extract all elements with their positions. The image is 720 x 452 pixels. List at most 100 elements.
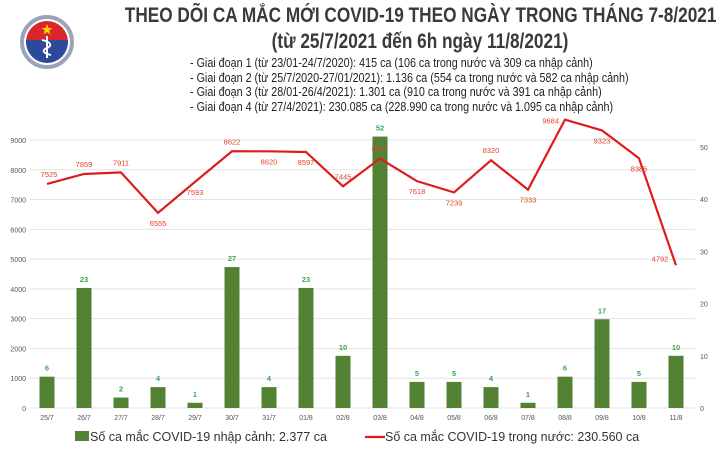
bar-data-label: 10 bbox=[672, 343, 680, 352]
x-axis-tick: 06/8 bbox=[484, 415, 498, 422]
right-axis-tick: 40 bbox=[700, 197, 708, 204]
ministry-of-health-logo bbox=[20, 10, 76, 72]
bar bbox=[113, 397, 129, 408]
chart-title: THEO DÕI CA MẮC MỚI COVID-19 THEO NGÀY T… bbox=[124, 4, 717, 27]
bar-data-label: 5 bbox=[637, 369, 641, 378]
phase-note: - Giai đoạn 2 (từ 25/7/2020-27/01/2021):… bbox=[190, 70, 629, 85]
bar-data-label: 6 bbox=[45, 364, 49, 373]
x-axis-tick: 11/8 bbox=[669, 415, 682, 422]
line-data-label: 8320 bbox=[483, 146, 500, 155]
phase-note: - Giai đoạn 4 (từ 27/4/2021): 230.085 ca… bbox=[190, 99, 614, 114]
bar bbox=[187, 402, 203, 408]
bar bbox=[224, 267, 240, 408]
bar bbox=[372, 136, 388, 408]
bar-data-label: 5 bbox=[415, 369, 419, 378]
line-data-label: 9323 bbox=[594, 136, 611, 145]
x-axis-tick: 30/7 bbox=[225, 415, 239, 422]
right-axis-tick: 10 bbox=[700, 354, 708, 361]
bar bbox=[446, 381, 462, 408]
bar bbox=[483, 387, 499, 408]
left-axis-tick: 9000 bbox=[10, 138, 26, 145]
phase-note: - Giai đoạn 3 (từ 28/01-26/4/2021): 1.30… bbox=[190, 85, 602, 100]
right-axis-tick: 30 bbox=[700, 249, 708, 256]
line-data-label: 7525 bbox=[41, 170, 58, 179]
line-data-label: 8597 bbox=[298, 158, 315, 167]
bar bbox=[261, 387, 277, 408]
bar-data-label: 4 bbox=[267, 374, 272, 383]
line-data-label: 7859 bbox=[76, 160, 93, 169]
x-axis-tick: 08/8 bbox=[558, 415, 572, 422]
bar-data-label: 1 bbox=[193, 390, 197, 399]
right-axis-tick: 0 bbox=[700, 406, 704, 413]
bar-data-label: 2 bbox=[119, 385, 123, 394]
x-axis-tick: 26/7 bbox=[77, 415, 91, 422]
x-axis-tick: 25/7 bbox=[40, 415, 54, 422]
left-axis-tick: 1000 bbox=[10, 376, 26, 383]
bar bbox=[39, 376, 55, 408]
bar bbox=[150, 387, 166, 408]
line-data-label: 8622 bbox=[224, 137, 241, 146]
bar bbox=[594, 319, 610, 408]
phase-note: - Giai đoạn 1 (từ 23/01-24/7/2020): 415 … bbox=[190, 56, 593, 70]
bar-data-label: 10 bbox=[339, 343, 347, 352]
bar-data-label: 5 bbox=[452, 369, 456, 378]
bar bbox=[631, 381, 647, 408]
line-data-label: 8385 bbox=[631, 164, 648, 173]
bar-data-label: 4 bbox=[489, 374, 494, 383]
left-axis-tick: 8000 bbox=[10, 168, 26, 175]
bar bbox=[409, 381, 425, 408]
line-data-label: 9684 bbox=[542, 117, 559, 126]
left-axis-tick: 7000 bbox=[10, 198, 26, 205]
phase-notes: - Giai đoạn 1 (từ 23/01-24/7/2020): 415 … bbox=[190, 56, 629, 114]
line-data-label: 6555 bbox=[150, 219, 167, 228]
legend-bar-label: Số ca mắc COVID-19 nhập cảnh: 2.377 ca bbox=[90, 429, 327, 444]
bar bbox=[298, 287, 314, 408]
bar-data-label: 4 bbox=[156, 374, 161, 383]
left-axis-tick: 3000 bbox=[10, 317, 26, 324]
x-axis-tick: 10/8 bbox=[632, 415, 646, 422]
line-data-label: 7911 bbox=[113, 158, 129, 167]
right-axis-tick: 50 bbox=[700, 145, 708, 152]
x-axis-tick: 04/8 bbox=[410, 415, 424, 422]
x-axis-tick: 01/8 bbox=[299, 415, 313, 422]
bar-data-label: 6 bbox=[563, 364, 567, 373]
line-data-label: 8377 bbox=[372, 145, 389, 154]
line-data-label: 4792 bbox=[652, 254, 669, 263]
left-axis-tick: 6000 bbox=[10, 227, 26, 234]
x-axis-tick: 05/8 bbox=[447, 415, 461, 422]
chart-subtitle: (từ 25/7/2021 đến 6h ngày 11/8/2021) bbox=[271, 30, 569, 53]
x-axis-tick: 07/8 bbox=[521, 415, 535, 422]
bar bbox=[520, 402, 536, 408]
bar-data-label: 23 bbox=[80, 275, 88, 284]
left-axis-tick: 5000 bbox=[10, 257, 26, 264]
x-axis-tick: 27/7 bbox=[114, 415, 128, 422]
x-axis-tick: 02/8 bbox=[336, 415, 350, 422]
bar-data-label: 1 bbox=[526, 390, 530, 399]
line-data-label: 7333 bbox=[520, 196, 537, 205]
x-axis-tick: 03/8 bbox=[373, 415, 387, 422]
x-axis-tick: 31/7 bbox=[262, 415, 276, 422]
bar bbox=[335, 355, 351, 408]
x-axis-tick: 09/8 bbox=[595, 415, 609, 422]
x-axis-tick: 28/7 bbox=[151, 415, 165, 422]
legend-bar-swatch bbox=[75, 431, 89, 441]
bar bbox=[76, 287, 92, 408]
left-axis-tick: 0 bbox=[22, 406, 26, 413]
left-axis-tick: 2000 bbox=[10, 346, 26, 353]
line-series bbox=[46, 118, 678, 266]
left-axis-tick: 4000 bbox=[10, 287, 26, 294]
line-data-label: 7239 bbox=[446, 198, 463, 207]
line-data-label: 7445 bbox=[335, 172, 352, 181]
legend-line-label: Số ca mắc COVID-19 trong nước: 230.560 c… bbox=[385, 429, 639, 444]
bar bbox=[557, 376, 573, 408]
line-data-label: 8620 bbox=[261, 157, 278, 166]
bar-data-label: 17 bbox=[598, 306, 606, 315]
line-data-label: 7593 bbox=[187, 188, 204, 197]
bar-data-label: 27 bbox=[228, 254, 236, 263]
x-axis-tick: 29/7 bbox=[188, 415, 202, 422]
bar bbox=[668, 355, 684, 408]
bar-data-label: 23 bbox=[302, 275, 310, 284]
bar-data-label: 52 bbox=[376, 124, 384, 133]
right-axis-tick: 20 bbox=[700, 302, 708, 309]
